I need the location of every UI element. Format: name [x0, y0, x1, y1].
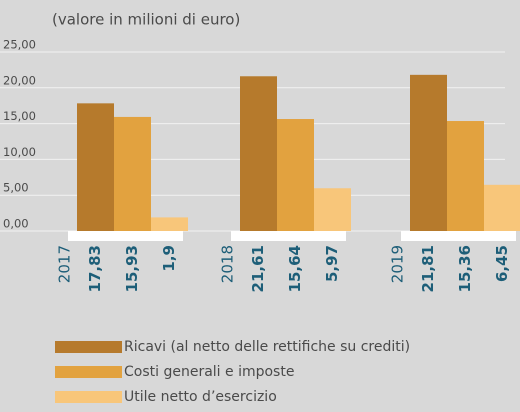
x-tick-label: 2017 — [56, 245, 74, 283]
bar — [277, 119, 314, 231]
group-base — [401, 231, 516, 241]
y-tick-label: 20,00 — [3, 73, 36, 87]
x-tick-label: 2018 — [219, 245, 237, 283]
chart-title: (valore in milioni di euro) — [52, 11, 240, 29]
value-label: 15,64 — [286, 245, 304, 292]
value-label: 21,61 — [249, 245, 267, 292]
bar — [114, 116, 151, 231]
legend-label: Ricavi (al netto delle rettifiche su cre… — [124, 339, 410, 355]
bar — [410, 74, 447, 232]
y-tick-label: 25,00 — [3, 38, 36, 52]
legend-swatch — [55, 341, 122, 353]
y-tick-label: 15,00 — [3, 109, 36, 123]
bar — [447, 121, 484, 231]
bar — [77, 103, 114, 231]
bar — [151, 217, 188, 231]
value-label: 15,36 — [456, 245, 474, 292]
value-label: 5,97 — [323, 245, 341, 282]
value-label: 6,45 — [493, 245, 511, 282]
y-tick-label: 5,00 — [3, 181, 29, 195]
group-base — [231, 231, 346, 241]
y-tick-label: 0,00 — [3, 217, 29, 231]
bar — [314, 188, 351, 231]
group-base — [68, 231, 183, 241]
legend-label: Utile netto d’esercizio — [124, 389, 277, 405]
legend-swatch — [55, 366, 122, 378]
x-tick-label: 2019 — [389, 245, 407, 283]
value-label: 1,9 — [160, 245, 178, 272]
legend-swatch — [55, 391, 122, 403]
value-label: 17,83 — [86, 245, 104, 292]
bar — [484, 184, 520, 231]
y-tick-label: 10,00 — [3, 145, 36, 159]
value-label: 21,81 — [419, 245, 437, 292]
value-label: 15,93 — [123, 245, 141, 292]
bar — [240, 76, 277, 231]
legend-label: Costi generali e imposte — [124, 364, 294, 380]
